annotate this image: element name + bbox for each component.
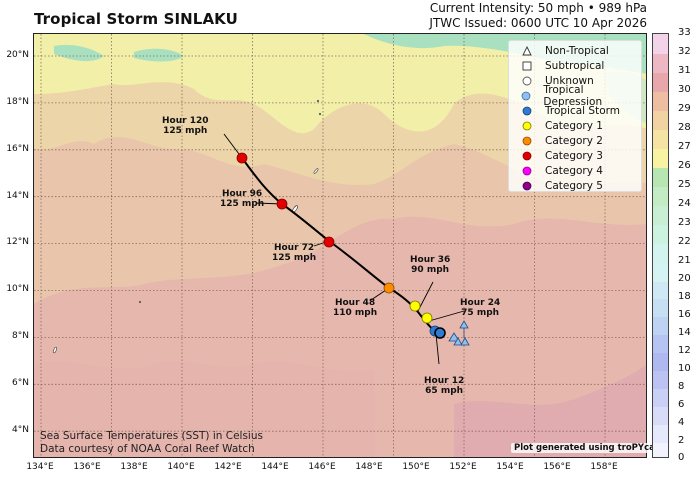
lat-label: 16°N	[6, 144, 29, 154]
lon-label: 136°E	[73, 462, 101, 472]
lat-label: 6°N	[12, 378, 29, 388]
sst-note: Sea Surface Temperatures (SST) in Celsiu…	[40, 430, 263, 442]
lon-label: 158°E	[590, 462, 618, 472]
lon-label: 148°E	[355, 462, 383, 472]
circle-icon	[509, 166, 545, 176]
circle-icon	[509, 106, 545, 116]
circle-icon	[509, 151, 545, 161]
lon-label: 134°E	[26, 462, 54, 472]
square-icon	[509, 61, 545, 71]
lon-label: 144°E	[261, 462, 289, 472]
generator-credit: Plot generated using troPYcal	[511, 443, 661, 453]
data-credit: Data courtesy of NOAA Coral Reef Watch	[40, 443, 255, 455]
forecast-label-hour-36: Hour 36 90 mph	[410, 255, 451, 275]
storm-title: Tropical Storm SINLAKU	[34, 10, 238, 28]
lat-label: 10°N	[6, 284, 29, 294]
forecast-label-hour-48: Hour 48 110 mph	[333, 298, 378, 318]
lat-label: 12°N	[6, 237, 29, 247]
legend-item-tropical-depression: Tropical Depression	[509, 84, 641, 108]
forecast-label-hour-96: Hour 96 125 mph	[220, 189, 265, 209]
lat-label: 4°N	[12, 425, 29, 435]
legend-item-tropical-storm: Tropical Storm	[509, 103, 641, 118]
circle-icon	[509, 76, 545, 86]
forecast-label-hour-12: Hour 12 65 mph	[424, 376, 465, 396]
circle-icon	[509, 91, 543, 101]
storm-info: Current Intensity: 50 mph • 989 hPa JTWC…	[429, 1, 647, 31]
legend-item-unknown: Unknown	[509, 73, 641, 88]
lon-label: 150°E	[402, 462, 430, 472]
legend-item-category-5: Category 5	[509, 178, 641, 193]
lon-label: 146°E	[308, 462, 336, 472]
lon-label: 140°E	[167, 462, 195, 472]
legend: Non-Tropical Subtropical Unknown Tropica…	[508, 40, 642, 192]
forecast-label-hour-120: Hour 120 125 mph	[162, 116, 209, 136]
circle-icon	[509, 121, 545, 131]
circle-icon	[509, 136, 545, 146]
sst-colorbar	[652, 33, 669, 458]
lon-label: 138°E	[120, 462, 148, 472]
lat-label: 14°N	[6, 191, 29, 201]
legend-item-category-2: Category 2	[509, 133, 641, 148]
sst-credit: Sea Surface Temperatures (SST) in Celsiu…	[40, 430, 263, 456]
lon-label: 154°E	[496, 462, 524, 472]
lat-label: 20°N	[6, 50, 29, 60]
lat-label: 8°N	[12, 331, 29, 341]
legend-item-non-tropical: Non-Tropical	[509, 43, 641, 58]
legend-item-category-4: Category 4	[509, 163, 641, 178]
circle-icon	[509, 181, 545, 191]
map-canvas	[34, 34, 646, 457]
legend-item-category-1: Category 1	[509, 118, 641, 133]
lon-label: 152°E	[449, 462, 477, 472]
legend-item-category-3: Category 3	[509, 148, 641, 163]
lon-label: 142°E	[214, 462, 242, 472]
lat-label: 18°N	[6, 97, 29, 107]
legend-item-subtropical: Subtropical	[509, 58, 641, 73]
forecast-label-hour-72: Hour 72 125 mph	[272, 243, 317, 263]
forecast-label-hour-24: Hour 24 75 mph	[460, 298, 501, 318]
lon-label: 156°E	[543, 462, 571, 472]
triangle-icon	[509, 45, 545, 56]
issued-time: JTWC Issued: 0600 UTC 10 Apr 2026	[429, 16, 647, 30]
current-intensity: Current Intensity: 50 mph • 989 hPa	[429, 1, 647, 15]
